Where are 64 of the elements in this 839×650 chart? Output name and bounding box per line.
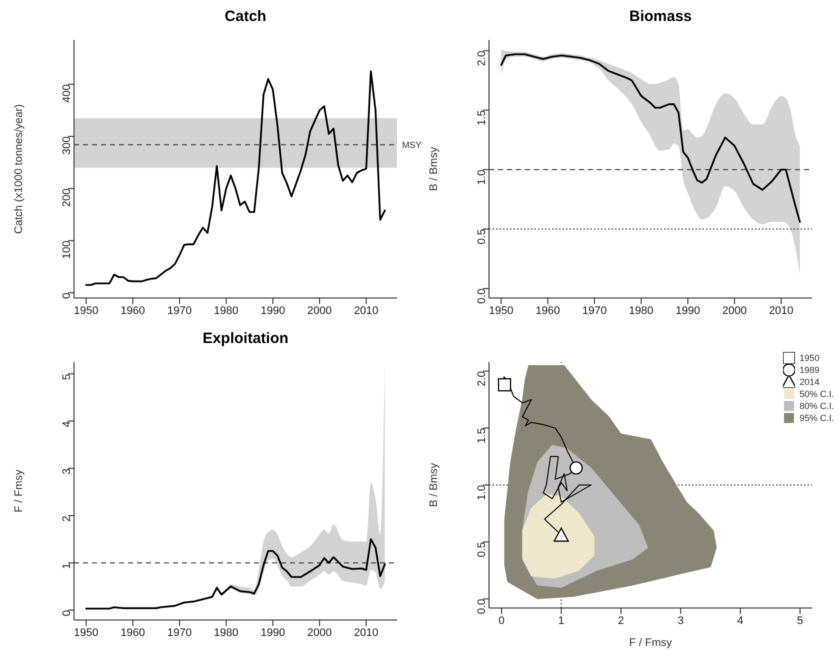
y-tick-label: 0 xyxy=(60,292,73,299)
line-series xyxy=(85,538,386,610)
x-tick-label: 1950 xyxy=(488,304,514,317)
y-tick-label: 300 xyxy=(60,136,73,155)
y-tick-label: 0 xyxy=(60,610,73,616)
y-tick-label: 0.5 xyxy=(476,542,488,558)
x-tick-label: 2 xyxy=(618,614,624,627)
x-tick-label: 1960 xyxy=(536,304,560,317)
x-tick-label: 1980 xyxy=(214,626,238,639)
legend-label: 2014 xyxy=(799,376,820,388)
legend-label: 50% C.I. xyxy=(799,388,834,400)
x-tick-label: 1970 xyxy=(167,304,192,317)
y-tick-label: 1.5 xyxy=(476,110,488,126)
x-tick-label: 0 xyxy=(498,614,505,627)
y-tick-label: 1.0 xyxy=(476,485,488,500)
chart-title: Biomass xyxy=(628,8,693,27)
x-tick-label: 1980 xyxy=(214,304,238,317)
x-tick-label: 1990 xyxy=(260,304,286,317)
x-tick-label: 1990 xyxy=(676,304,700,317)
x-tick-label: 1950 xyxy=(74,304,98,317)
y-tick-label: 2 xyxy=(60,516,73,522)
x-tick-label: 1 xyxy=(558,614,564,627)
y-tick-label: 200 xyxy=(60,188,73,207)
y-tick-label: 5 xyxy=(60,374,73,380)
y-tick-label: 1 xyxy=(60,562,73,569)
x-tick-label: 1960 xyxy=(120,304,146,317)
x-axis-title: F / Fmsy xyxy=(629,637,672,649)
y-tick-label: 1.5 xyxy=(476,428,488,444)
x-tick-label: 1990 xyxy=(260,626,286,639)
legend-label: 80% C.I. xyxy=(799,400,834,412)
x-tick-label: 2010 xyxy=(354,304,378,317)
y-axis-title: B / Bmsy xyxy=(428,462,440,508)
chart-title: Exploitation xyxy=(202,330,290,349)
x-tick-label: 1970 xyxy=(167,626,192,639)
y-tick-label: 0.0 xyxy=(476,288,488,304)
ref-line-label: MSY xyxy=(402,140,422,150)
y-tick-label: 1.0 xyxy=(476,170,488,185)
x-tick-label: 2010 xyxy=(354,626,378,639)
x-tick-label: 2000 xyxy=(307,626,332,639)
chart-title: Catch xyxy=(224,8,268,27)
x-tick-label: 5 xyxy=(796,614,804,627)
y-tick-label: 100 xyxy=(60,240,73,260)
x-tick-label: 2000 xyxy=(722,304,747,317)
x-tick-label: 1960 xyxy=(120,626,146,639)
y-tick-label: 2.0 xyxy=(476,371,488,386)
x-tick-label: 2000 xyxy=(307,304,332,317)
x-tick-label: 4 xyxy=(737,614,744,627)
x-tick-label: 1980 xyxy=(628,304,654,317)
y-tick-label: 4 xyxy=(60,421,73,428)
legend-label: 1989 xyxy=(799,364,820,376)
x-tick-label: 2010 xyxy=(768,304,794,317)
y-tick-label: 0.0 xyxy=(476,598,488,614)
x-tick-label: 3 xyxy=(678,614,684,627)
y-axis-title: Catch (x1000 tonnes/year) xyxy=(12,104,25,234)
legend-label: 95% C.I. xyxy=(799,412,834,424)
y-axis-title: B / Bmsy xyxy=(428,146,440,192)
y-tick-label: 400 xyxy=(60,84,73,103)
y-tick-label: 2.0 xyxy=(476,50,488,66)
x-tick-label: 1950 xyxy=(74,626,98,639)
legend-label: 1950 xyxy=(799,352,820,364)
y-axis-title: F / Fmsy xyxy=(12,469,25,512)
x-tick-label: 1970 xyxy=(582,304,607,317)
y-tick-label: 3 xyxy=(60,468,73,474)
y-tick-label: 0.5 xyxy=(476,229,488,244)
